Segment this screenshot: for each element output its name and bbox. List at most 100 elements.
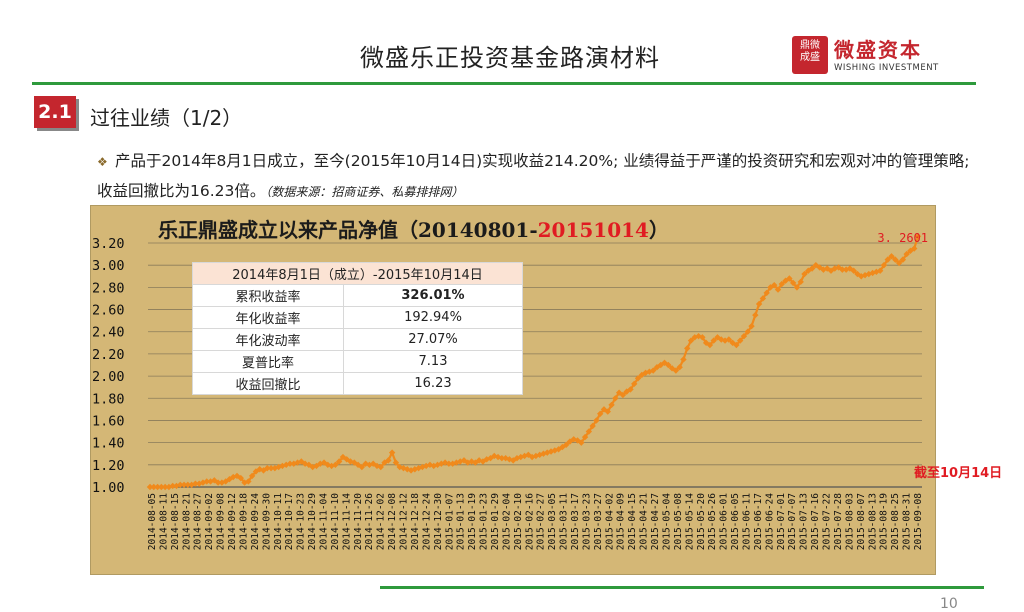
data-point — [778, 280, 786, 288]
stat-value: 7.13 — [343, 350, 523, 373]
data-point — [619, 391, 627, 399]
data-point — [612, 395, 619, 402]
data-point — [657, 361, 664, 369]
x-tick-label: 2015-07-01 — [776, 493, 787, 550]
y-tick-label: 2.40 — [92, 325, 125, 341]
x-tick-label: 2015-06-01 — [719, 493, 730, 550]
data-point — [623, 388, 630, 395]
summary-text: 产品于2014年8月1日成立，至今(2015年10月14日)实现收益214.20… — [97, 152, 970, 200]
data-point — [744, 328, 751, 335]
data-point — [180, 481, 188, 488]
x-tick-label: 2014-08-11 — [158, 493, 169, 550]
data-point — [161, 483, 169, 491]
x-tick-label: 2015-05-04 — [661, 493, 672, 550]
data-point — [638, 371, 646, 379]
data-point — [237, 474, 244, 482]
data-point — [797, 278, 804, 286]
data-point — [578, 439, 585, 446]
x-tick-label: 2014-11-20 — [353, 493, 364, 550]
x-tick-label: 2015-07-22 — [822, 493, 833, 550]
table-row: 累积收益率 326.01% — [192, 284, 523, 307]
data-point — [774, 286, 782, 293]
data-point — [551, 447, 559, 454]
data-point — [676, 364, 683, 371]
data-point — [203, 478, 210, 485]
x-tick-label: 2014-10-17 — [284, 493, 295, 550]
data-point — [680, 356, 687, 363]
x-tick-label: 2015-07-28 — [833, 493, 844, 550]
data-point — [736, 337, 744, 344]
y-tick-label: 2.00 — [92, 369, 125, 385]
x-tick-label: 2015-02-16 — [524, 493, 535, 550]
y-tick-label: 2.80 — [92, 280, 125, 296]
x-tick-label: 2015-08-19 — [879, 493, 890, 550]
x-tick-label: 2014-09-12 — [227, 493, 238, 550]
data-point — [335, 458, 343, 465]
x-tick-label: 2014-11-10 — [330, 493, 341, 550]
data-point — [608, 401, 615, 409]
data-point — [388, 449, 396, 456]
x-tick-label: 2014-10-29 — [307, 493, 318, 550]
data-point — [150, 483, 157, 491]
x-tick-label: 2015-07-07 — [787, 493, 798, 550]
y-tick-label: 1.20 — [92, 458, 125, 474]
data-point — [710, 337, 717, 344]
x-tick-label: 2015-03-17 — [570, 493, 581, 550]
x-tick-label: 2014-12-18 — [410, 493, 421, 550]
y-tick-label: 2.20 — [92, 347, 125, 363]
x-tick-label: 2015-09-08 — [913, 493, 924, 550]
data-point — [873, 268, 880, 276]
data-point — [805, 267, 812, 274]
data-point — [597, 410, 604, 417]
y-tick-label: 1.40 — [92, 436, 125, 452]
x-tick-label: 2015-07-16 — [810, 493, 821, 550]
data-point — [532, 452, 540, 460]
table-row: 年化收益率 192.94% — [192, 306, 523, 329]
data-point — [842, 266, 850, 273]
stat-value: 16.23 — [343, 372, 523, 395]
data-point — [574, 437, 581, 444]
data-point — [585, 428, 593, 435]
data-point — [801, 270, 808, 278]
x-tick-label: 2015-04-15 — [627, 493, 638, 550]
data-point — [911, 245, 918, 252]
logo-english-name: WISHING INVESTMENT — [834, 63, 939, 73]
data-point — [752, 311, 759, 319]
data-point — [835, 264, 842, 271]
header-divider — [32, 82, 976, 85]
data-point — [771, 281, 778, 289]
x-tick-label: 2014-09-24 — [250, 493, 261, 550]
y-tick-label: 1.60 — [92, 413, 125, 429]
x-tick-label: 2015-03-05 — [547, 493, 558, 550]
page-number: 10 — [940, 596, 958, 612]
data-point — [850, 267, 857, 274]
data-point — [377, 463, 384, 471]
data-point — [385, 457, 392, 464]
data-point — [672, 367, 680, 374]
company-logo: 鼎微 成盛 微盛资本 WISHING INVESTMENT — [792, 36, 972, 78]
data-point — [146, 483, 154, 491]
data-point — [192, 480, 199, 487]
x-tick-label: 2015-06-05 — [730, 493, 741, 550]
x-tick-label: 2015-06-11 — [742, 493, 753, 550]
x-tick-label: 2015-04-09 — [616, 493, 627, 550]
data-point — [729, 339, 736, 347]
table-row: 年化波动率 27.07% — [192, 328, 523, 351]
x-tick-label: 2015-03-27 — [593, 493, 604, 550]
data-point — [158, 483, 165, 491]
chart-title-start-date: 20140801- — [418, 218, 538, 242]
x-tick-label: 2014-12-02 — [376, 493, 387, 550]
data-point — [264, 464, 271, 472]
data-point — [566, 438, 574, 445]
x-tick-label: 2014-12-12 — [399, 493, 410, 550]
data-point — [358, 463, 366, 471]
data-point — [824, 265, 831, 272]
y-tick-label: 1.00 — [92, 480, 125, 496]
data-point — [914, 233, 922, 240]
data-point — [392, 459, 400, 466]
table-row: 收益回撤比 16.23 — [192, 372, 523, 395]
x-tick-label: 2014-12-24 — [421, 493, 432, 550]
x-tick-label: 2015-08-03 — [844, 493, 855, 550]
data-point — [544, 449, 551, 456]
chart-title: 乐正鼎盛成立以来产品净值（20140801-20151014） — [158, 214, 669, 243]
